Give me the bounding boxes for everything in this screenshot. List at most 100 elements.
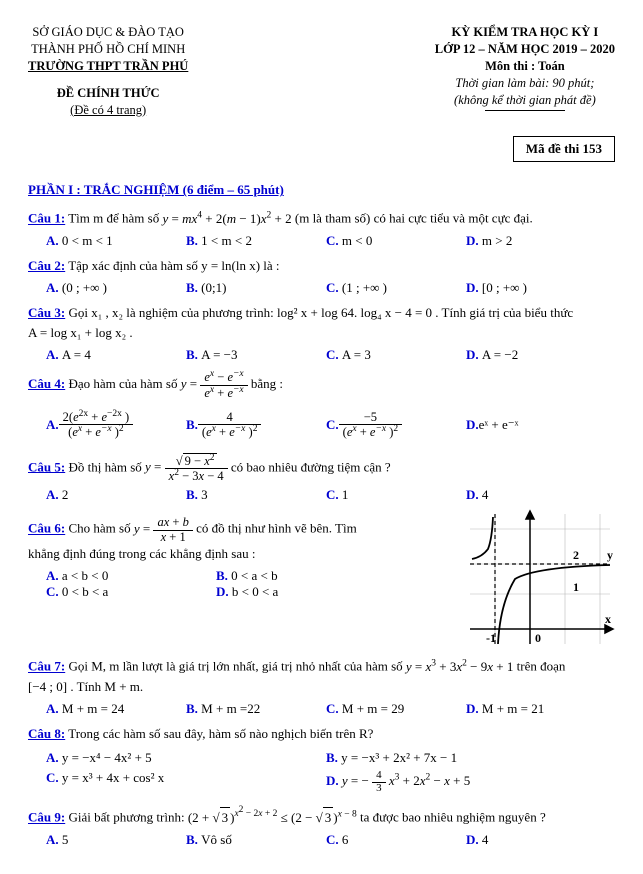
svg-text:2: 2 [573,548,579,562]
q6-opt-a: A. a < b < 0 [46,568,216,584]
svg-text:x: x [605,612,611,626]
q4-stem-b: bằng : [251,376,283,391]
q5-opt-c: C. 1 [326,487,466,503]
q4-opt-b: B. 4(ex + e−x )2 [186,404,326,446]
q1-opt-c: C. m < 0 [326,233,466,249]
q1-b-text: 1 < m < 2 [201,233,252,248]
q9-d-text: 4 [482,832,489,847]
header-left: SỞ GIÁO DỤC & ĐÀO TẠO THÀNH PHỐ HỒ CHÍ M… [28,24,188,118]
q6-c-text: 0 < b < a [62,584,108,599]
header-line-2: THÀNH PHỐ HỒ CHÍ MINH [28,41,188,58]
q5-opt-d: D. 4 [466,487,606,503]
q9-stem-b: ta được bao nhiêu nghiệm nguyên ? [360,810,546,825]
q6-opt-b: B. 0 < a < b [216,568,386,584]
header-rule [485,110,565,111]
q7-b-text: M + m =22 [201,701,260,716]
q6-opt-c: C. 0 < b < a [46,584,216,600]
q6-b-text: 0 < a < b [231,568,277,583]
q8-opt-b: B. y = −x³ + 2x² + 7x − 1 [326,750,606,766]
question-3: Câu 3: Gọi x₁ , x₂ là nghiệm của phương … [28,303,615,343]
q7-label: Câu 7: [28,659,65,674]
q8-label: Câu 8: [28,726,65,741]
q2-d-text: [0 ; +∞ ) [482,280,527,295]
q3-b-text: A = −3 [201,347,237,362]
page-header: SỞ GIÁO DỤC & ĐÀO TẠO THÀNH PHỐ HỒ CHÍ M… [28,24,615,118]
q5-stem-b: có bao nhiêu đường tiệm cận ? [231,459,391,474]
q4-d-text: eˣ + e⁻ˣ [479,417,519,433]
q2-stem: Tập xác định của hàm số y = ln(ln x) là … [68,258,279,273]
q7-a-text: M + m = 24 [62,701,124,716]
q7-options: A. M + m = 24 B. M + m =22 C. M + m = 29… [46,701,615,717]
exam-note: (không kể thời gian phát đề) [435,92,615,109]
header-line-1: SỞ GIÁO DỤC & ĐÀO TẠO [28,24,188,41]
q5-b-text: 3 [201,487,208,502]
q1-opt-a: A. 0 < m < 1 [46,233,186,249]
q3-opt-d: D. A = −2 [466,347,606,363]
q5-c-text: 1 [342,487,349,502]
question-5: Câu 5: Đồ thị hàm số y = √9 − x2x2 − 3x … [28,453,615,484]
q5-opt-a: A. 2 [46,487,186,503]
q8-b-text: y = −x³ + 2x² + 7x − 1 [341,750,457,765]
question-8: Câu 8: Trong các hàm số sau đây, hàm số … [28,724,615,744]
exam-time: Thời gian làm bài: 90 phút; [435,75,615,92]
q6-formula: y = ax + bx + 1 [134,521,193,536]
q6-stem-b: có đồ thị như hình vẽ bên. Tìm [196,521,357,536]
exam-title-1: KỲ KIỂM TRA HỌC KỲ I [435,24,615,41]
q7-stem-c: [−4 ; 0] . Tính M + m. [28,679,143,694]
q8-stem: Trong các hàm số sau đây, hàm số nào ngh… [68,726,373,741]
q4-label: Câu 4: [28,376,65,391]
q1-stem-a: Tìm m để hàm số [68,211,162,226]
q8-opt-d: D. y = − 43 x3 + 2x2 − x + 5 [326,770,606,794]
q8-opt-a: A. y = −x⁴ − 4x² + 5 [46,750,326,766]
q5-d-text: 4 [482,487,489,502]
question-1: Câu 1: Tìm m để hàm số y = mx4 + 2(m − 1… [28,208,615,228]
q2-b-text: (0;1) [201,280,226,295]
exam-code-box: Mã đề thi 153 [513,136,615,162]
q9-opt-a: A. 5 [46,832,186,848]
q3-label: Câu 3: [28,305,65,320]
q1-options: A. 0 < m < 1 B. 1 < m < 2 C. m < 0 D. m … [46,233,615,249]
q4-stem-a: Đạo hàm của hàm số [68,376,180,391]
q8-a-text: y = −x⁴ − 4x² + 5 [62,750,152,765]
q9-options: A. 5 B. Vô số C. 6 D. 4 [46,832,615,848]
q6-label: Câu 6: [28,521,65,536]
q5-stem-a: Đồ thị hàm số [68,459,145,474]
header-official: ĐỀ CHÍNH THỨC [28,85,188,102]
question-6-wrap: Câu 6: Cho hàm số y = ax + bx + 1 có đồ … [28,509,615,649]
q2-c-text: (1 ; +∞ ) [342,280,387,295]
q2-opt-b: B. (0;1) [186,280,326,296]
q7-opt-a: A. M + m = 24 [46,701,186,717]
section-1-title: PHẦN I : TRẮC NGHIỆM (6 điểm – 65 phút) [28,182,615,198]
q5-options: A. 2 B. 3 C. 1 D. 4 [46,487,615,503]
q6-options: A. a < b < 0 B. 0 < a < b C. 0 < b < a D… [46,568,452,600]
q5-a-text: 2 [62,487,69,502]
q3-opt-c: C. A = 3 [326,347,466,363]
q3-stem-a: Gọi x₁ , x₂ là nghiệm của phương trình: … [68,305,573,320]
q3-c-text: A = 3 [342,347,371,362]
q7-opt-c: C. M + m = 29 [326,701,466,717]
q9-opt-b: B. Vô số [186,832,326,848]
q7-stem-b: trên đoạn [517,659,566,674]
q6-opt-d: D. b < 0 < a [216,584,386,600]
q4-formula: y = ex − e−xex + e−x [181,376,248,391]
q9-opt-c: C. 6 [326,832,466,848]
q4-options: A. 2(e2x + e−2x )(ex + e−x )2 B. 4(ex + … [46,404,615,446]
q9-opt-d: D. 4 [466,832,606,848]
q7-stem-a: Gọi M, m lần lượt là giá trị lớn nhất, g… [68,659,405,674]
q2-opt-a: A. (0 ; +∞ ) [46,280,186,296]
q1-a-text: 0 < m < 1 [62,233,113,248]
question-6: Câu 6: Cho hàm số y = ax + bx + 1 có đồ … [28,516,452,563]
q7-opt-b: B. M + m =22 [186,701,326,717]
header-pages: (Đề có 4 trang) [28,102,188,119]
question-2: Câu 2: Tập xác định của hàm số y = ln(ln… [28,256,615,276]
q1-opt-d: D. m > 2 [466,233,606,249]
q8-c-text: y = x³ + 4x + cos² x [62,770,164,785]
q3-opt-a: A. A = 4 [46,347,186,363]
q6-d-text: b < 0 < a [232,584,278,599]
question-4: Câu 4: Đạo hàm của hàm số y = ex − e−xex… [28,370,615,400]
svg-text:0: 0 [535,631,541,645]
q6-graph: y x 2 1 -1 0 [460,509,615,649]
q9-stem-a: Giải bất phương trình: [68,810,187,825]
q5-opt-b: B. 3 [186,487,326,503]
q2-a-text: (0 ; +∞ ) [62,280,107,295]
